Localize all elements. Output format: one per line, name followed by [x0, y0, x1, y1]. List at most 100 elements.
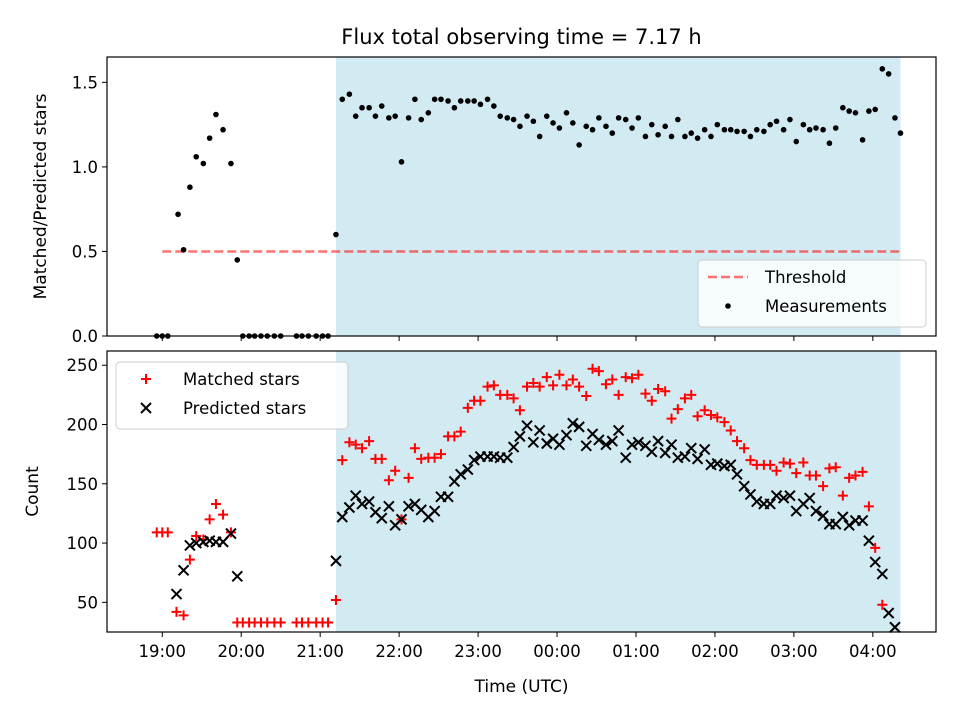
measurement-point [609, 130, 616, 136]
measurement-point [556, 125, 563, 131]
measurement-point [352, 113, 359, 119]
measurement-point [813, 125, 819, 131]
measurement-point [228, 160, 234, 167]
measurement-point [187, 184, 193, 190]
predicted-star-point [691, 453, 704, 465]
matched-star-point [514, 405, 525, 416]
legend-label: Threshold [764, 268, 846, 287]
matched-star-point [607, 374, 618, 385]
measurement-point [800, 121, 807, 128]
legend-label: Measurements [765, 297, 887, 316]
matched-star-point [600, 379, 611, 390]
matched-star-point [162, 527, 173, 538]
matched-star-point [449, 431, 460, 442]
matched-star-point [765, 459, 776, 470]
plot-frame [106, 56, 937, 337]
measurement-point [885, 71, 892, 77]
matched-star-point [409, 443, 420, 454]
legend-predicted-swatch [140, 402, 152, 414]
matched-star-point [390, 465, 401, 476]
predicted-star-point [612, 424, 625, 437]
measurement-point [234, 257, 241, 263]
measurement-point [497, 113, 503, 119]
measurement-point [648, 121, 655, 128]
predicted-star-point [553, 438, 566, 451]
measurement-point [504, 115, 511, 121]
matched-star-point [429, 452, 440, 463]
predicted-star-point [462, 463, 474, 476]
matched-star-point [210, 498, 221, 509]
measurement-point [386, 115, 392, 121]
y-tick-label: 50 [77, 593, 98, 612]
predicted-star-point [533, 424, 546, 437]
measurement-point [366, 104, 372, 111]
measurement-point [596, 115, 602, 121]
y-tick-label: 1.0 [72, 158, 98, 177]
predicted-star-point [184, 539, 196, 552]
matched-star-point [383, 475, 394, 486]
matched-star-point [666, 413, 677, 424]
measurement-point [840, 104, 846, 111]
measurement-point [465, 98, 471, 104]
matched-star-point [178, 610, 189, 621]
matched-star-point [171, 606, 182, 617]
measurement-point [787, 116, 793, 123]
matched-star-point [784, 458, 795, 469]
matched-star-point [863, 501, 874, 512]
predicted-star-point [580, 440, 592, 452]
predicted-star-point [784, 489, 796, 502]
matched-star-point [534, 381, 545, 392]
matched-star-point [435, 449, 446, 460]
predicted-star-point [751, 495, 763, 508]
measurement-point [872, 106, 879, 113]
legend-label: Matched stars [183, 370, 300, 389]
measurement-point [491, 103, 497, 109]
measurement-point [708, 133, 714, 140]
matched-star-point [350, 439, 361, 450]
measurement-point [741, 128, 747, 135]
measurement-point [359, 104, 365, 111]
matched-star-point [488, 380, 499, 391]
predicted-star-point [606, 435, 619, 447]
matched-star-point [837, 490, 848, 501]
measurement-point [484, 96, 491, 103]
measurement-point [175, 211, 181, 218]
predicted-star-point [170, 588, 183, 600]
measurement-point [773, 118, 780, 125]
matched-star-point [330, 594, 341, 605]
y-tick-label: 0.5 [72, 242, 98, 261]
measurement-point [832, 125, 839, 131]
measurement-point [859, 137, 866, 143]
measurement-point [655, 131, 661, 138]
predicted-star-point [810, 505, 822, 517]
predicted-star-point [738, 480, 750, 492]
count-panel: 50 100 150 200 250 19:00 20:00 21:00 22:00 23:00 0… [23, 351, 937, 661]
predicted-star-point [567, 417, 579, 430]
matched-star-point [587, 363, 598, 374]
matched-star-point [581, 391, 592, 402]
predicted-star-point [817, 510, 829, 522]
measurement-point [846, 108, 852, 114]
measurement-point [583, 123, 590, 130]
matched-star-point [870, 542, 881, 553]
predicted-star-point [652, 435, 664, 447]
measurement-point [866, 108, 872, 114]
predicted-star-point [764, 498, 776, 510]
measurement-point [767, 121, 773, 128]
measurement-point [563, 110, 570, 116]
measurement-point [721, 126, 728, 133]
predicted-star-point [521, 419, 533, 432]
measurement-point [333, 231, 339, 238]
matched-star-point [323, 617, 334, 628]
predicted-star-point [646, 446, 658, 458]
legend-box [115, 361, 349, 430]
matched-star-point [640, 388, 651, 399]
measurement-point [852, 110, 859, 116]
matched-star-point [712, 412, 723, 423]
predicted-star-point [863, 534, 875, 547]
predicted-star-point [231, 570, 243, 582]
measurement-point [675, 116, 681, 123]
legend-measurement-swatch [725, 303, 731, 309]
x-tick-label: 01:00 [612, 642, 660, 661]
